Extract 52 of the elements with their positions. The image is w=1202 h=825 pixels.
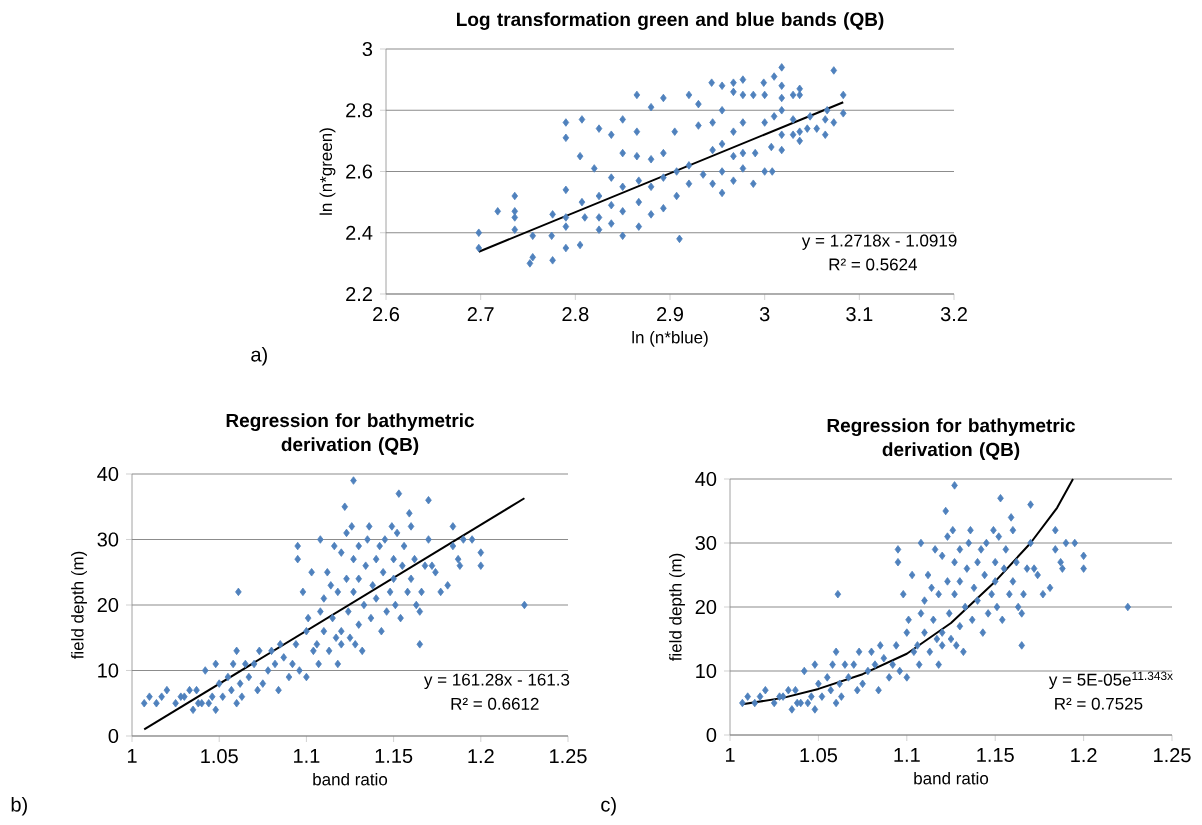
x-tick-label: 1.2	[468, 749, 494, 764]
annotation: y = 5E-05e$^{11.343x}$	[1048, 671, 1173, 690]
x-tick-label: 1.05	[800, 748, 838, 763]
y-tick-label: 10	[696, 663, 717, 679]
y-tick-label: 2.8	[346, 103, 373, 118]
x-tick-label: 1.05	[201, 749, 238, 764]
x-tick-label: 1.25	[1154, 748, 1191, 763]
x-tick-label: 1.25	[550, 749, 587, 764]
x-tick-label: 1.15	[375, 749, 413, 764]
x-axis-title: band ratio	[914, 771, 989, 785]
x-axis-title: ln (n*blue)	[632, 330, 708, 347]
y-tick-label: 2.2	[346, 287, 372, 301]
y-tick-label: 30	[695, 535, 717, 551]
x-tick-label: 3	[759, 307, 770, 322]
y-tick-label: 20	[695, 599, 717, 615]
chart-title: Regression for bathymetric derivation (QB)	[226, 413, 475, 455]
annotation: R² = 0.7525	[1055, 697, 1143, 710]
y-tick-label: 40	[97, 466, 119, 482]
y-tick-label: 0	[108, 728, 119, 744]
x-tick-label: 3.1	[846, 307, 873, 322]
annotation: R² = 0.5624	[829, 258, 918, 271]
text: a)	[251, 346, 267, 366]
x-tick-label: 1.1	[294, 749, 320, 763]
y-tick-label: 40	[695, 471, 717, 487]
x-tick-label: 1	[127, 749, 137, 763]
x-tick-label: 1	[725, 748, 735, 762]
x-tick-label: 2.9	[657, 307, 683, 322]
annotation: y = 1.2718x - 1.0919	[801, 234, 957, 250]
y-tick-label: 30	[97, 532, 119, 547]
y-axis-title: field depth (m)	[71, 551, 87, 660]
x-tick-label: 3.2	[940, 307, 967, 322]
x-tick-label: 1.15	[977, 748, 1014, 763]
annotation: R² = 0.6612	[451, 697, 539, 710]
text: c)	[601, 796, 616, 816]
chart-title: Log transformation green and blue bands (QB)	[457, 12, 884, 30]
chart-title: Regression for bathymetric derivation (QB)	[827, 418, 1076, 460]
x-tick-label: 2.6	[373, 307, 400, 322]
x-tick-label: 2.7	[467, 307, 494, 322]
x-tick-label: 2.8	[562, 307, 589, 322]
y-tick-label: 2.6	[346, 164, 373, 179]
y-axis-title: field depth (m)	[669, 553, 685, 662]
y-tick-label: 10	[98, 663, 119, 678]
annotation: y = 161.28x - 161.3	[423, 673, 570, 690]
x-tick-label: 1.1	[894, 748, 920, 762]
y-tick-label: 3	[362, 41, 373, 57]
y-axis-title: ln (n*green)	[319, 128, 336, 215]
x-axis-title: band ratio	[313, 772, 388, 786]
x-tick-label: 1.2	[1071, 748, 1097, 763]
y-tick-label: 2.4	[346, 225, 373, 240]
y-tick-label: 20	[97, 597, 119, 613]
y-tick-label: 0	[706, 727, 717, 743]
text: b)	[11, 796, 27, 816]
